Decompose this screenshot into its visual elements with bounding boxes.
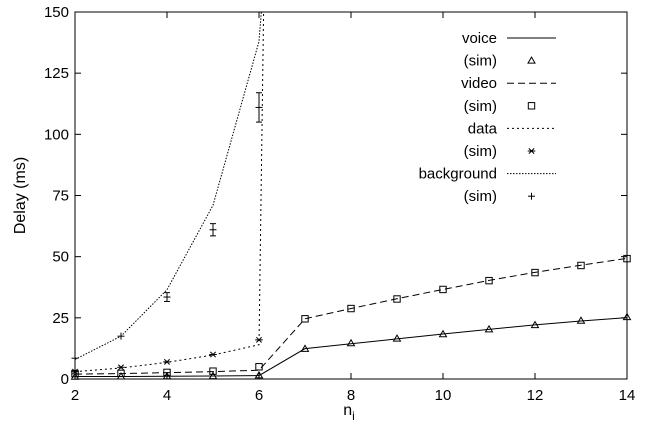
asterisk-stroke — [209, 351, 217, 358]
line-voice — [75, 317, 627, 378]
x-tick-label: 14 — [619, 387, 636, 404]
y-axis-label: Delay (ms) — [12, 157, 29, 234]
plot-marks — [70, 12, 632, 380]
line-data — [75, 12, 265, 373]
triangle-marker — [346, 338, 356, 347]
legend-sim-label-data: (sim) — [464, 143, 497, 160]
y-tick-label: 125 — [44, 65, 69, 82]
y-tick-label: 75 — [52, 188, 69, 205]
sim-point-video — [347, 304, 355, 313]
y-tick-label: 100 — [44, 126, 69, 143]
sim-point-voice — [438, 329, 448, 338]
sim-point-video — [117, 369, 125, 378]
triangle-marker — [527, 56, 536, 64]
triangle-marker — [484, 324, 494, 333]
sim-point-voice — [484, 324, 494, 333]
legend-sim-label-voice: (sim) — [464, 53, 497, 70]
legend-label-background: background — [419, 166, 497, 183]
series-background — [75, 12, 262, 360]
asterisk-stroke — [117, 364, 125, 371]
square-marker — [439, 285, 447, 294]
x-tick-label: 12 — [527, 387, 544, 404]
square-marker — [577, 261, 585, 270]
legend-marker-video — [527, 102, 536, 110]
legend-label-video: video — [461, 75, 497, 92]
square-marker — [531, 268, 539, 277]
y-tick-label: 0 — [61, 371, 69, 388]
sim-point-video — [209, 367, 217, 375]
sim-point-data — [117, 364, 125, 371]
sim-point-video — [485, 276, 493, 285]
x-tick-label: 6 — [255, 387, 263, 404]
sim-point-background — [255, 103, 263, 111]
sim-point-video — [393, 295, 401, 303]
sim-points-video — [71, 254, 631, 378]
square-marker — [347, 304, 355, 313]
sim-point-video — [531, 268, 539, 277]
x-axis-label: ni — [343, 402, 355, 423]
sim-point-video — [255, 363, 263, 371]
triangle-marker — [438, 329, 448, 338]
legend-sim-label-video: (sim) — [464, 98, 497, 115]
x-axis-label-main: n — [343, 402, 352, 419]
square-marker — [393, 295, 401, 303]
asterisk-stroke — [528, 147, 535, 155]
legend: voice (sim) video (sim) data (sim) background (… — [419, 30, 556, 205]
sim-point-data — [255, 336, 263, 343]
sim-point-video — [577, 261, 585, 270]
asterisk-stroke — [163, 358, 171, 365]
square-marker — [485, 276, 493, 285]
sim-point-video — [301, 315, 309, 323]
legend-marker-background — [528, 192, 535, 200]
line-video — [75, 257, 627, 375]
asterisk-stroke — [255, 336, 263, 343]
x-tick-label: 10 — [435, 387, 452, 404]
axis-ticks: 2 4 6 8 10 12 14 0 25 50 75 100 125 150 — [44, 4, 635, 404]
sim-point-background — [209, 226, 217, 234]
square-marker — [209, 367, 217, 375]
sim-point-data — [163, 358, 171, 365]
series-video — [75, 257, 627, 375]
y-tick-label: 50 — [52, 249, 69, 266]
x-tick-label: 8 — [347, 387, 355, 404]
x-tick-label: 2 — [71, 387, 79, 404]
sim-point-voice — [300, 344, 310, 352]
series-data — [75, 12, 265, 373]
y-tick-label: 25 — [52, 310, 69, 327]
sim-point-voice — [530, 320, 540, 329]
legend-marker-data — [527, 147, 536, 155]
square-marker — [301, 315, 309, 323]
triangle-marker — [530, 320, 540, 329]
x-axis-label-subscript: i — [352, 409, 355, 423]
triangle-marker — [392, 334, 402, 342]
y-tick-label: 150 — [44, 4, 69, 21]
sim-point-voice — [346, 338, 356, 347]
line-background — [75, 12, 262, 360]
sim-point-background — [163, 293, 171, 301]
sim-point-voice — [392, 334, 402, 342]
square-marker — [255, 363, 263, 371]
square-marker — [117, 369, 125, 378]
legend-sim-label-background: (sim) — [464, 188, 497, 205]
legend-label-voice: voice — [462, 30, 497, 47]
triangle-marker — [576, 316, 586, 324]
legend-label-data: data — [468, 120, 498, 137]
triangle-marker — [300, 344, 310, 352]
sim-point-video — [439, 285, 447, 294]
legend-marker-voice — [527, 56, 536, 64]
square-marker — [527, 102, 536, 110]
x-tick-label: 4 — [163, 387, 171, 404]
sim-points-background — [71, 92, 263, 362]
sim-point-voice — [576, 316, 586, 324]
series-voice — [75, 317, 627, 378]
sim-point-data — [209, 351, 217, 358]
sim-point-background — [117, 332, 125, 340]
